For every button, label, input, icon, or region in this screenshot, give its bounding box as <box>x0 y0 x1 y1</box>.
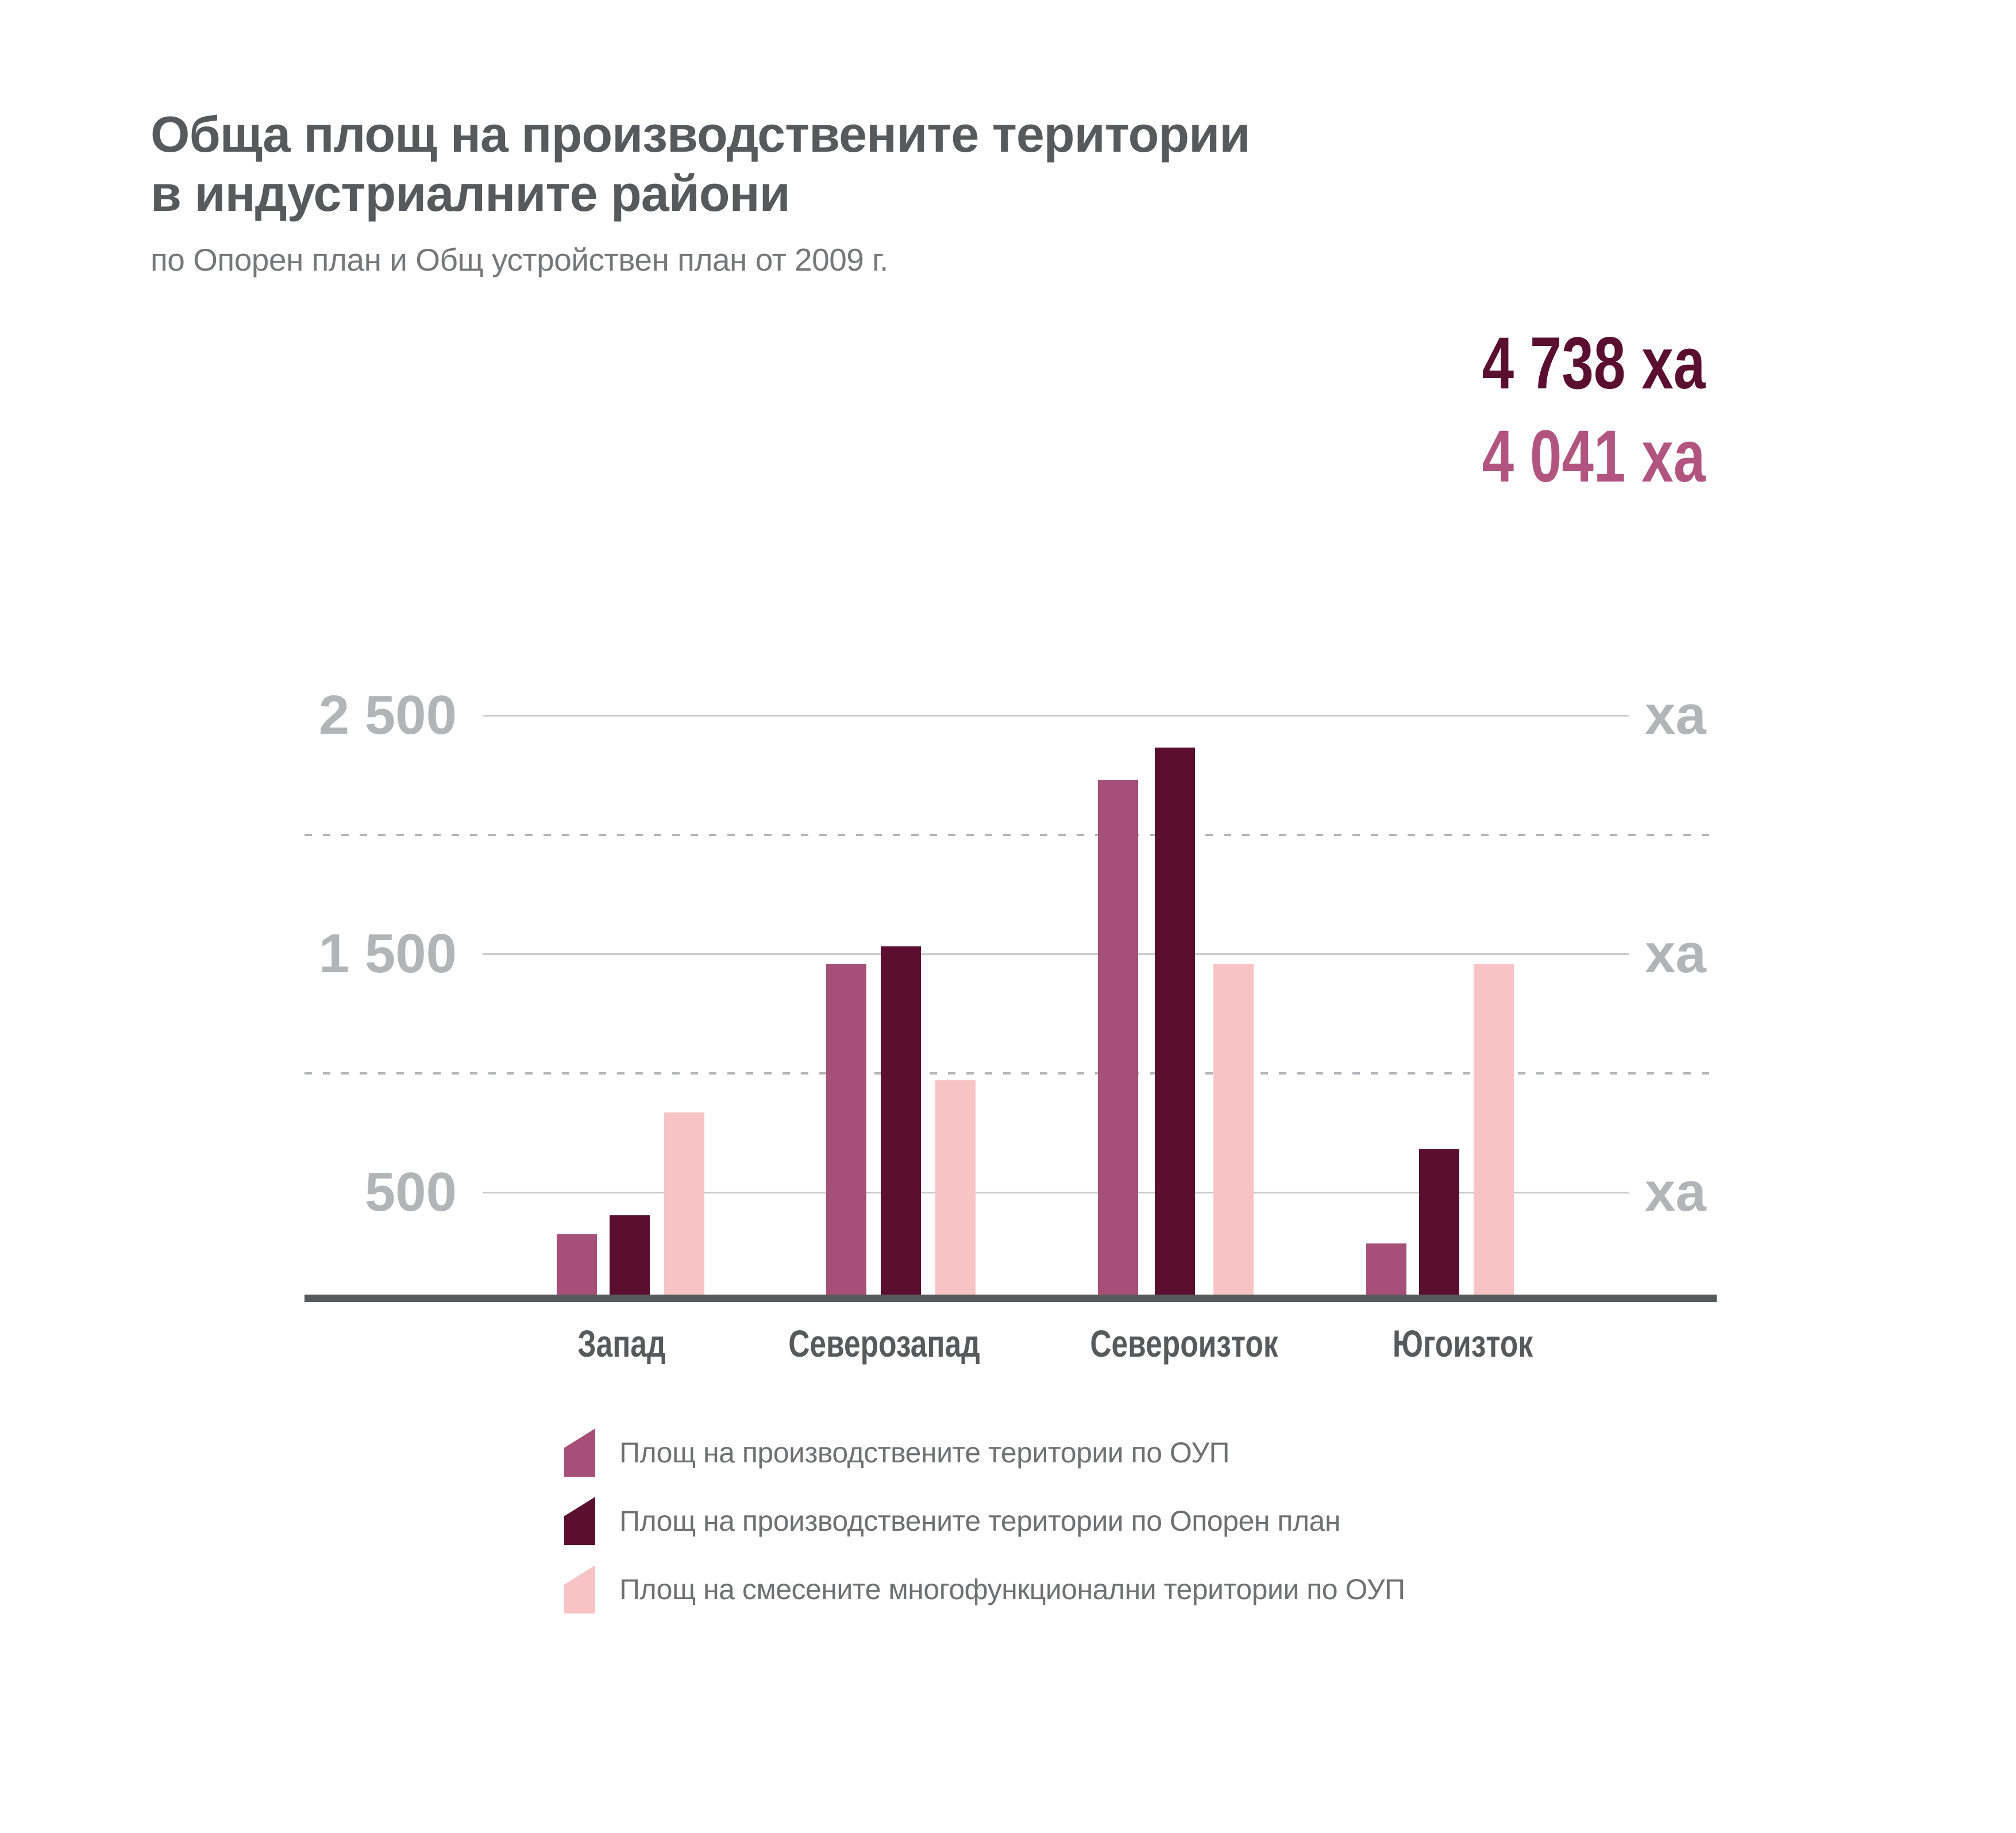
y-unit-label-bottom: ха <box>1645 1161 1706 1223</box>
bar-Североизток-series2 <box>1213 964 1254 1295</box>
legend-swatch-smeseni <box>564 1565 595 1613</box>
bar-Югоизток-series0 <box>1366 1243 1406 1295</box>
bar-Запад-series2 <box>664 1112 704 1295</box>
gridline-solid-500 <box>483 1191 1629 1193</box>
x-axis-line <box>304 1295 1717 1302</box>
y-tick-2500: 2 500 <box>318 684 457 746</box>
legend-swatch-oporen-plan <box>564 1497 595 1545</box>
gridline-solid-2500 <box>483 714 1629 717</box>
page-subtitle: по Опорен план и Общ устройствен план от… <box>151 242 888 278</box>
total-oup: 4 041 ха <box>1482 415 1705 498</box>
page-title-line2: в индустриалните райони <box>151 165 791 222</box>
legend-label-oporen-plan: Площ на производствените територии по Оп… <box>619 1505 1340 1537</box>
bar-Северозапад-series0 <box>826 964 866 1295</box>
gridline-solid-1500 <box>483 953 1629 955</box>
bar-Югоизток-series1 <box>1419 1149 1459 1295</box>
y-unit-label-top: ха <box>1645 684 1706 746</box>
page-title-line1: Обща площ на производствените територии <box>151 106 1250 163</box>
legend-label-smeseni: Площ на смесените многофункционални тери… <box>619 1573 1405 1605</box>
y-tick-500: 500 <box>364 1161 457 1223</box>
legend-swatch-oup <box>564 1428 595 1477</box>
bar-Запад-series0 <box>557 1234 597 1295</box>
category-label-yugoiztok: Югоизток <box>1392 1322 1533 1365</box>
category-label-zapad: Запад <box>577 1322 666 1365</box>
category-label-severoiztok: Североизток <box>1090 1322 1278 1365</box>
bar-Югоизток-series2 <box>1474 964 1514 1295</box>
bar-Северозапад-series1 <box>881 946 921 1295</box>
bar-Североизток-series1 <box>1155 748 1195 1295</box>
gridline-dotted-1000 <box>304 1072 1717 1075</box>
category-label-severozapad: Северозапад <box>788 1322 980 1365</box>
bar-Запад-series1 <box>610 1215 650 1295</box>
y-tick-1500: 1 500 <box>318 923 457 984</box>
y-unit-label-middle: ха <box>1645 923 1706 984</box>
legend-label-oup: Площ на производствените територии по ОУ… <box>619 1437 1229 1469</box>
bar-Северозапад-series2 <box>935 1080 976 1295</box>
page-title: Обща площ на производствените територии … <box>151 105 1250 223</box>
total-oporen-plan: 4 738 ха <box>1482 322 1705 405</box>
bar-Североизток-series0 <box>1098 780 1138 1295</box>
gridline-dotted-2000 <box>304 833 1717 836</box>
